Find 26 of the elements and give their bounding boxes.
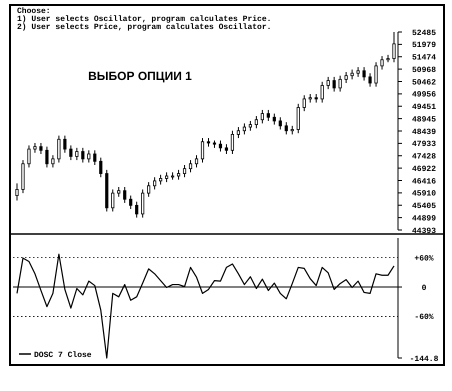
y-tick-label: 47933 (412, 140, 436, 150)
y-tick-label: 50462 (412, 78, 436, 88)
text: 1) User selects Oscillator, program calculates Price. (17, 15, 272, 24)
y-tick-label: -144.8 (410, 354, 439, 364)
y-tick-label: 0 (422, 284, 427, 293)
y-tick-label: 46416 (412, 177, 436, 186)
text: 2) User selects Price, program calculates Oscillator. (17, 23, 272, 32)
ref-line-label: -60% (414, 313, 434, 322)
y-tick-label: 51474 (412, 54, 436, 63)
y-tick-label: 44393 (412, 226, 436, 236)
text: ВЫБОР ОПЦИИ 1 (88, 69, 192, 83)
y-tick-label: 47428 (412, 152, 436, 162)
y-tick-label: 48439 (412, 128, 436, 137)
y-tick-label: 45910 (412, 190, 436, 199)
y-tick-label: 50968 (412, 66, 436, 75)
y-tick-label: 51979 (412, 41, 436, 50)
ref-line-label: +60% (414, 254, 434, 264)
legend-label: DOSC 7 Close (34, 351, 92, 360)
y-tick-label: 49956 (412, 90, 436, 100)
y-tick-label: 46922 (412, 164, 436, 174)
y-tick-label: 45405 (412, 202, 436, 212)
y-tick-label: 52485 (412, 28, 436, 38)
text: Choose: (17, 7, 51, 16)
y-tick-label: 48945 (412, 115, 436, 124)
y-tick-label: 44899 (412, 214, 436, 224)
y-tick-label: 49451 (412, 103, 436, 112)
